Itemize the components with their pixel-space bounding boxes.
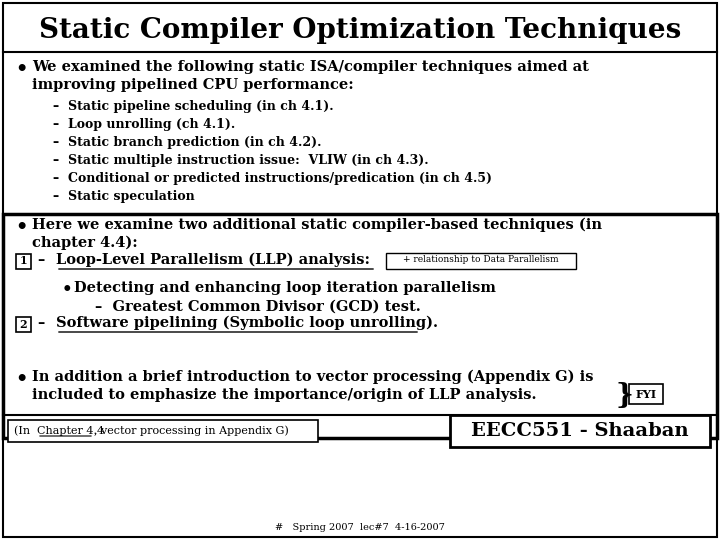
- Text: Static multiple instruction issue:  VLIW (in ch 4.3).: Static multiple instruction issue: VLIW …: [68, 154, 428, 167]
- Bar: [450, 415, 710, 447]
- Text: –: –: [52, 190, 58, 203]
- Text: FYI: FYI: [636, 388, 657, 400]
- Text: (In: (In: [14, 426, 37, 436]
- Text: Detecting and enhancing loop iteration parallelism: Detecting and enhancing loop iteration p…: [74, 281, 496, 295]
- Text: –: –: [52, 154, 58, 167]
- Text: chapter 4.4):: chapter 4.4):: [32, 236, 138, 251]
- Bar: [16, 254, 31, 269]
- Bar: [629, 384, 663, 404]
- Text: In addition a brief introduction to vector processing (Appendix G) is: In addition a brief introduction to vect…: [32, 370, 593, 384]
- Text: Static Compiler Optimization Techniques: Static Compiler Optimization Techniques: [39, 17, 681, 44]
- Text: •: •: [15, 370, 27, 388]
- Text: –: –: [52, 118, 58, 131]
- Bar: [386, 253, 576, 269]
- Text: 2: 2: [19, 319, 27, 329]
- Text: Static speculation: Static speculation: [68, 190, 194, 203]
- Text: Here we examine two additional static compiler-based techniques (in: Here we examine two additional static co…: [32, 218, 602, 232]
- Text: •: •: [15, 218, 27, 236]
- Text: Conditional or predicted instructions/predication (in ch 4.5): Conditional or predicted instructions/pr…: [68, 172, 492, 185]
- Text: }: }: [615, 382, 633, 409]
- Text: –: –: [38, 316, 55, 330]
- Text: Static branch prediction (in ch 4.2).: Static branch prediction (in ch 4.2).: [68, 136, 322, 149]
- Bar: [8, 420, 318, 442]
- Text: –: –: [38, 253, 55, 267]
- Text: , vector processing in Appendix G): , vector processing in Appendix G): [94, 426, 289, 436]
- Text: •: •: [62, 281, 73, 298]
- Text: included to emphasize the importance/origin of LLP analysis.: included to emphasize the importance/ori…: [32, 388, 536, 402]
- Bar: [16, 317, 31, 332]
- Text: –  Greatest Common Divisor (GCD) test.: – Greatest Common Divisor (GCD) test.: [95, 300, 420, 314]
- Text: We examined the following static ISA/compiler techniques aimed at: We examined the following static ISA/com…: [32, 60, 589, 74]
- Text: #   Spring 2007  lec#7  4-16-2007: # Spring 2007 lec#7 4-16-2007: [275, 523, 445, 532]
- Text: –: –: [52, 100, 58, 113]
- Text: –: –: [52, 136, 58, 149]
- Text: + relationship to Data Parallelism: + relationship to Data Parallelism: [403, 255, 559, 265]
- Bar: [3, 214, 717, 438]
- Text: 1: 1: [19, 255, 27, 267]
- Text: –: –: [52, 172, 58, 185]
- Text: Static pipeline scheduling (in ch 4.1).: Static pipeline scheduling (in ch 4.1).: [68, 100, 333, 113]
- Text: improving pipelined CPU performance:: improving pipelined CPU performance:: [32, 78, 354, 92]
- Text: Loop-Level Parallelism (LLP) analysis:: Loop-Level Parallelism (LLP) analysis:: [56, 253, 370, 267]
- Text: Software pipelining (Symbolic loop unrolling).: Software pipelining (Symbolic loop unrol…: [56, 316, 438, 330]
- Text: Loop unrolling (ch 4.1).: Loop unrolling (ch 4.1).: [68, 118, 235, 131]
- Text: •: •: [15, 60, 27, 78]
- Text: EECC551 - Shaaban: EECC551 - Shaaban: [471, 422, 689, 440]
- Text: Chapter 4.4: Chapter 4.4: [37, 426, 104, 436]
